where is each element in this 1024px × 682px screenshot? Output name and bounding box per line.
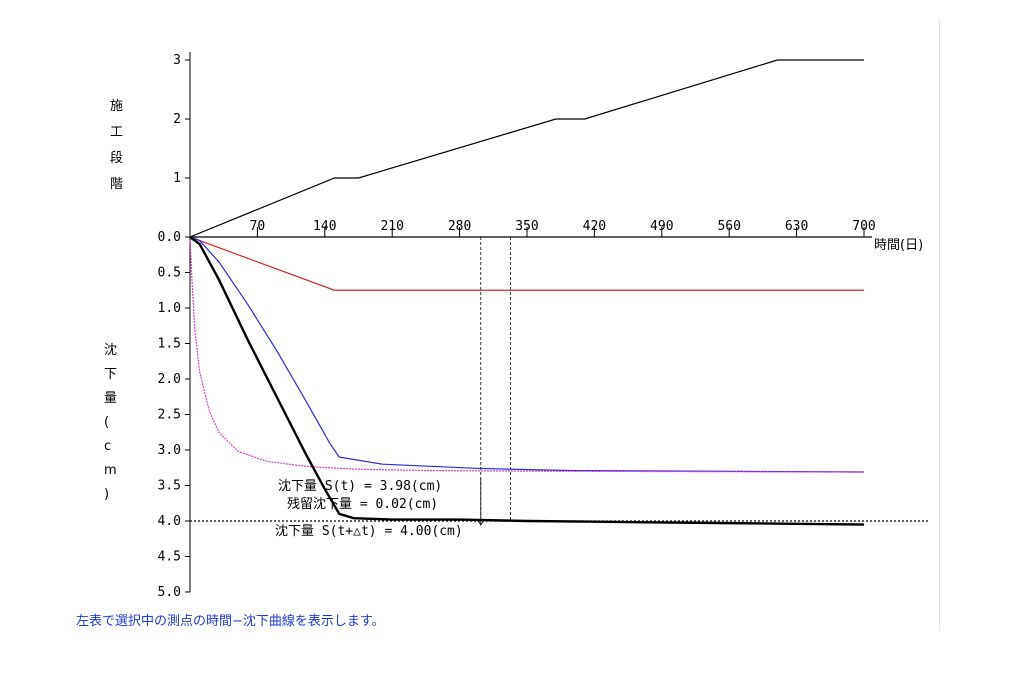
settlement-ytick-label: 2.5 xyxy=(158,408,181,423)
time-axis-tick-label: 140 xyxy=(313,219,336,234)
time-axis: 70 140 210 280 350 420 490 560 630 700 時間(日) xyxy=(190,219,923,253)
stage-ylabel: 施工段階 xyxy=(110,99,123,192)
time-axis-tick-label: 280 xyxy=(448,219,471,234)
axis-label-char: ) xyxy=(104,487,109,502)
time-axis-tick-label: 350 xyxy=(515,219,538,234)
settlement-ytick-label: 1.5 xyxy=(158,337,181,352)
time-axis-tick-label: 490 xyxy=(650,219,673,234)
axis-label-char: ( xyxy=(104,415,109,430)
axis-label-char: 量 xyxy=(104,391,117,406)
settlement-ytick-label: 2.0 xyxy=(158,372,181,387)
time-axis-label: 時間(日) xyxy=(874,238,923,253)
time-axis-ticks: 70 140 210 280 350 420 490 560 630 700 xyxy=(250,219,876,237)
time-axis-tick-label: 700 xyxy=(852,219,875,234)
axis-label-char: 沈 xyxy=(104,343,117,358)
time-axis-tick-label: 420 xyxy=(583,219,606,234)
settlement-series-magenta xyxy=(189,236,865,473)
settlement-ytick-label: 5.0 xyxy=(158,585,181,600)
time-axis-tick-label: 630 xyxy=(785,219,808,234)
settlement-arrow xyxy=(476,478,486,526)
settlement-series-red xyxy=(189,236,864,291)
time-axis-tick-label: 210 xyxy=(380,219,403,234)
stage-ytick-label: 2 xyxy=(173,112,181,127)
settlement-series-blue xyxy=(189,236,865,473)
axis-label-char: 施 xyxy=(110,99,123,114)
axis-label-char: m xyxy=(104,463,117,478)
stage-ytick-label: 3 xyxy=(173,53,181,68)
stage-series-line xyxy=(189,59,864,238)
axis-label-char: 工 xyxy=(110,125,123,140)
stage-ytick-label: 1 xyxy=(173,171,181,186)
settlement-yticks: 0.5 1.0 1.5 2.0 2.5 3.0 3.5 4.0 4.5 5.0 xyxy=(158,266,190,600)
time-axis-tick-label: 70 xyxy=(250,219,266,234)
settlement-ytick-label: 3.0 xyxy=(158,443,181,458)
settlement-series-black xyxy=(189,236,865,526)
stage-ytick-label: 0.0 xyxy=(158,230,181,245)
settlement-ytick-label: 4.0 xyxy=(158,514,181,529)
settlement-series xyxy=(189,236,865,526)
settlement-ytick-label: 4.5 xyxy=(158,550,181,565)
settlement-ytick-label: 3.5 xyxy=(158,479,181,494)
axis-label-char: 下 xyxy=(104,367,117,382)
annotation-residual-settlement: 残留沈下量 = 0.02(cm) xyxy=(287,497,438,512)
axis-label-char: 段 xyxy=(110,151,123,166)
annotation-settlement-t: 沈下量 S(t) = 3.98(cm) xyxy=(278,479,442,494)
settlement-ylabel: 沈下量 ( c m) xyxy=(104,343,117,502)
stage-yticks: 0.0 1 2 3 xyxy=(158,53,190,245)
time-axis-tick-label: 560 xyxy=(717,219,740,234)
settlement-ytick-label: 0.5 xyxy=(158,266,181,281)
axis-label-char: 階 xyxy=(110,177,123,192)
settlement-arrow-head xyxy=(476,518,486,526)
axis-label-char: c xyxy=(104,439,111,454)
annotation-settlement-t-dt: 沈下量 S(t+△t) = 4.00(cm) xyxy=(275,524,463,539)
settlement-ytick-label: 1.0 xyxy=(158,301,181,316)
status-caption: 左表で選択中の測点の時間−沈下曲線を表示します。 xyxy=(76,614,385,629)
stage-chart: 施工段階 0.0 1 2 3 xyxy=(110,52,864,245)
panel-border xyxy=(939,20,940,630)
settlement-plot: 沈下量 ( c m) 0.5 1.0 1.5 2.0 2.5 3.0 3.5 4.0 4.5 5.0 沈… xyxy=(104,236,928,600)
